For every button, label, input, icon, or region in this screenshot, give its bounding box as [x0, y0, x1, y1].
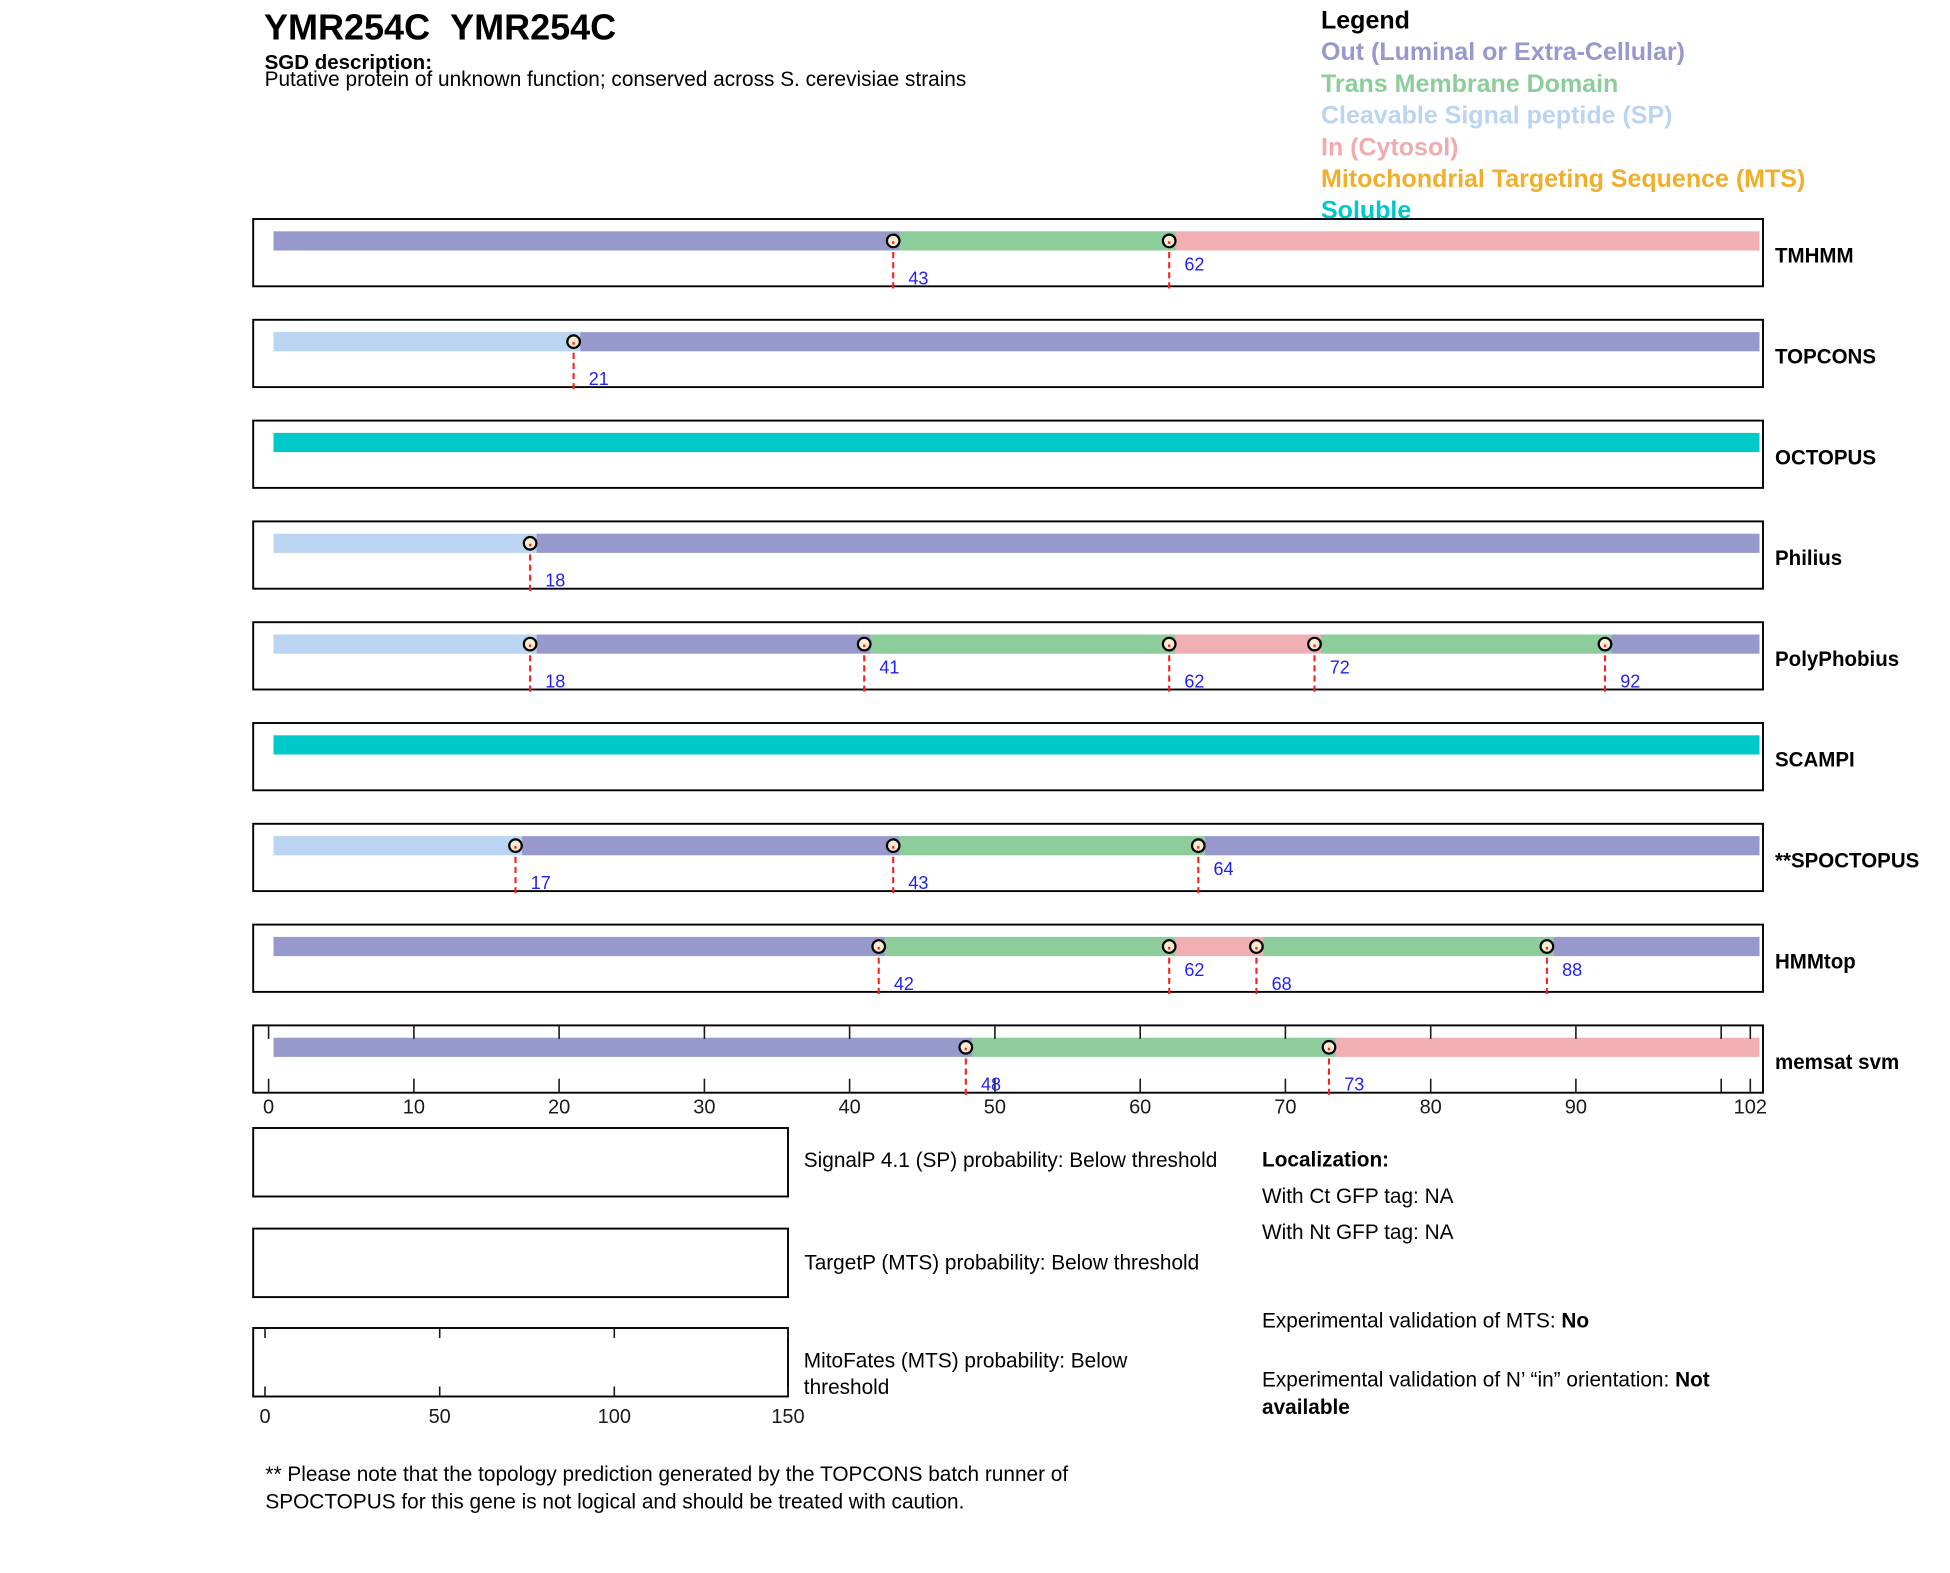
svg-text:60: 60	[1129, 1097, 1151, 1119]
svg-text:Philius: Philius	[1775, 546, 1842, 570]
svg-text:17: 17	[531, 873, 551, 893]
svg-text:SGD description:: SGD description:	[265, 51, 432, 74]
svg-text:48: 48	[981, 1075, 1001, 1095]
svg-text:In (Cytosol): In (Cytosol)	[1321, 133, 1459, 161]
svg-text:Trans Membrane Domain: Trans Membrane Domain	[1321, 70, 1618, 98]
svg-text:88: 88	[1562, 960, 1582, 980]
svg-text:90: 90	[1565, 1097, 1587, 1119]
svg-text:42: 42	[894, 974, 914, 994]
svg-text:Experimental validation of MTS: Experimental validation of MTS: No	[1262, 1310, 1589, 1333]
svg-text:TOPCONS: TOPCONS	[1775, 345, 1876, 369]
svg-text:Out (Luminal or Extra-Cellular: Out (Luminal or Extra-Cellular)	[1321, 38, 1685, 66]
svg-text:30: 30	[693, 1097, 715, 1119]
svg-text:40: 40	[838, 1097, 860, 1119]
svg-text:62: 62	[1184, 672, 1204, 692]
svg-text:0: 0	[263, 1097, 274, 1119]
svg-text:43: 43	[908, 268, 928, 288]
svg-text:150: 150	[771, 1406, 804, 1428]
svg-text:HMMtop: HMMtop	[1775, 949, 1856, 973]
svg-text:TargetP (MTS) probability: Bel: TargetP (MTS) probability: Below thresho…	[804, 1252, 1199, 1275]
svg-text:With Ct GFP tag: NA: With Ct GFP tag: NA	[1262, 1185, 1454, 1208]
svg-text:18: 18	[545, 571, 565, 591]
svg-text:64: 64	[1214, 859, 1234, 879]
svg-text:92: 92	[1620, 672, 1640, 692]
svg-text:**SPOCTOPUS: **SPOCTOPUS	[1775, 849, 1919, 873]
svg-text:102: 102	[1734, 1097, 1767, 1119]
svg-text:memsat svm: memsat svm	[1775, 1050, 1899, 1074]
svg-text:SCAMPI: SCAMPI	[1775, 748, 1855, 772]
svg-text:Putative protein of unknown fu: Putative protein of unknown function; co…	[265, 68, 967, 91]
svg-text:Localization:: Localization:	[1262, 1149, 1389, 1172]
svg-text:Soluble: Soluble	[1321, 197, 1411, 225]
svg-text:50: 50	[429, 1406, 451, 1428]
svg-text:10: 10	[403, 1097, 425, 1119]
svg-text:43: 43	[908, 873, 928, 893]
svg-text:80: 80	[1420, 1097, 1442, 1119]
svg-text:20: 20	[548, 1097, 570, 1119]
svg-text:62: 62	[1184, 960, 1204, 980]
svg-text:73: 73	[1344, 1075, 1364, 1095]
svg-text:OCTOPUS: OCTOPUS	[1775, 445, 1876, 469]
svg-text:threshold: threshold	[804, 1376, 890, 1399]
svg-text:18: 18	[545, 672, 565, 692]
svg-text:With Nt GFP tag: NA: With Nt GFP tag: NA	[1262, 1221, 1454, 1244]
svg-text:PolyPhobius: PolyPhobius	[1775, 647, 1899, 671]
svg-text:MitoFates (MTS) probability: B: MitoFates (MTS) probability: Below	[804, 1350, 1129, 1373]
svg-text:68: 68	[1272, 974, 1292, 994]
svg-text:70: 70	[1274, 1097, 1296, 1119]
svg-text:50: 50	[984, 1097, 1006, 1119]
svg-text:41: 41	[879, 658, 899, 678]
svg-text:21: 21	[589, 369, 609, 389]
svg-text:Experimental validation of N’: Experimental validation of N’ “in” orien…	[1262, 1369, 1710, 1392]
svg-text:Mitochondrial Targeting Sequen: Mitochondrial Targeting Sequence (MTS)	[1321, 165, 1805, 193]
svg-text:** Please note that the topolo: ** Please note that the topology predict…	[265, 1463, 1068, 1486]
svg-text:Cleavable Signal peptide (SP): Cleavable Signal peptide (SP)	[1321, 102, 1672, 130]
svg-text:available: available	[1262, 1396, 1350, 1419]
svg-text:72: 72	[1330, 658, 1350, 678]
svg-text:SignalP 4.1 (SP) probability:: SignalP 4.1 (SP) probability: Below thre…	[804, 1149, 1217, 1172]
svg-text:0: 0	[259, 1406, 270, 1428]
svg-text:SPOCTOPUS for this gene is not: SPOCTOPUS for this gene is not logical a…	[265, 1491, 964, 1514]
svg-text:TMHMM: TMHMM	[1775, 244, 1854, 268]
svg-text:62: 62	[1184, 254, 1204, 274]
svg-text:Legend: Legend	[1321, 7, 1410, 35]
svg-text:YMR254C YMR254C: YMR254C YMR254C	[264, 7, 616, 48]
svg-text:100: 100	[598, 1406, 631, 1428]
